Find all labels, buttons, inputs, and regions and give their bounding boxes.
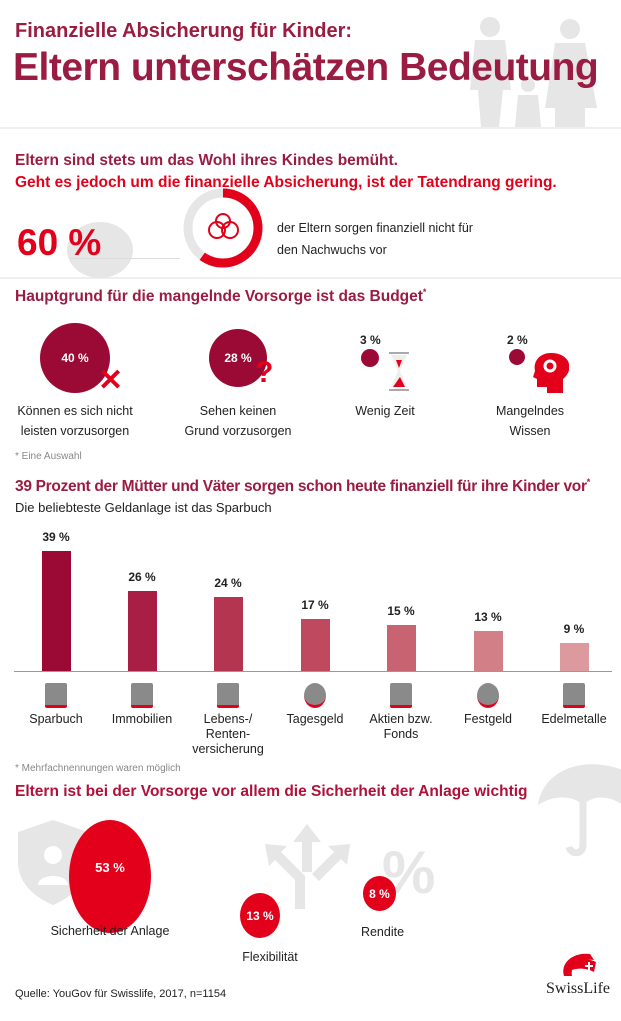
reason-label-2: Sehen keinen Grund vorzusorgen (173, 401, 303, 441)
chart-title-text: 39 Prozent der Mütter und Väter sorgen s… (15, 478, 587, 496)
desc-line-1: der Eltern sorgen finanziell nicht für (277, 221, 473, 235)
category-label: Edelmetalle (529, 712, 619, 727)
intro-description: der Eltern sorgen finanziell nicht für d… (277, 217, 473, 261)
category-label: Lebens-/Renten-versicherung (183, 712, 273, 757)
reasons-footnote: * Eine Auswahl (15, 451, 82, 462)
arrows-split-icon (265, 824, 350, 909)
donut-fill (183, 188, 263, 268)
bar-value-label: 13 % (474, 610, 502, 624)
bar-chart: 39 % Sparbuch 26 % Immobilien 24 % Lebens-/Re… (11, 530, 619, 757)
category-icon (131, 683, 153, 708)
category-icon (563, 683, 585, 708)
reason-circle-1: 40 % (40, 323, 110, 393)
priority-label-3: Rendite (360, 925, 405, 939)
swisslife-logo-icon (563, 953, 596, 976)
chart-title: 39 Prozent der Mütter und Väter sorgen s… (15, 477, 590, 496)
category-label-line: Sparbuch (29, 712, 83, 726)
chart-baseline (14, 671, 612, 672)
bar-value-label: 15 % (387, 603, 415, 618)
coins-icon (208, 213, 239, 239)
category-icon (390, 683, 412, 708)
reason-label-3: Wenig Zeit (325, 401, 445, 421)
category-icon (477, 683, 499, 708)
category-label-line: Edelmetalle (541, 712, 607, 726)
category-label: Festgeld (443, 712, 533, 727)
l1: Sehen keinen (199, 404, 277, 418)
reasons-title: Hauptgrund für die mangelnde Vorsorge is… (15, 287, 426, 306)
bar-4 (387, 624, 416, 671)
bar-value-label: 39 % (42, 530, 70, 544)
big-percentage: 60 % (17, 222, 102, 263)
intro-panel (0, 127, 621, 279)
page-title: Eltern unterschätzen Bedeutung (13, 46, 599, 89)
category-label-line: Festgeld (464, 712, 512, 726)
category-label-line: Aktien bzw. (369, 712, 433, 726)
hourglass-icon (389, 352, 409, 391)
bar-value-label: 17 % (301, 597, 329, 612)
bar-1 (128, 591, 157, 671)
asterisk: * (586, 477, 591, 487)
priority-label-2: Flexibilität (242, 950, 298, 964)
bar-6 (560, 643, 589, 671)
family-silhouette-icon (470, 17, 597, 127)
bar-3 (301, 618, 330, 671)
kicker: Finanzielle Absicherung für Kinder: (15, 20, 353, 42)
divider (70, 258, 180, 259)
category-label: Aktien bzw. Fonds (356, 712, 446, 742)
category-label-line: Fonds (383, 727, 419, 741)
l2: Wissen (509, 424, 551, 438)
priorities-title: Eltern ist bei der Vorsorge vor allem di… (15, 783, 528, 800)
reason-circle-2: 28 % (209, 329, 267, 387)
chart-footnote: * Mehrfachnennungen waren möglich (15, 763, 181, 774)
category-label-line: versicherung (192, 742, 264, 756)
priority-label-1: Sicherheit der Anlage (50, 924, 170, 938)
category-label-line: Lebens-/ (203, 712, 253, 726)
reason-value-3: 3 % (360, 333, 381, 347)
category-label: Immobilien (97, 712, 187, 727)
category-icon (217, 683, 239, 708)
priority-circle-2: 13 % (240, 893, 280, 938)
bar-value-label: 24 % (214, 576, 242, 591)
priority-circle-3: 8 % (363, 876, 396, 911)
reasons-title-text: Hauptgrund für die mangelnde Vorsorge is… (15, 288, 423, 306)
l1: Wenig Zeit (355, 404, 415, 418)
reason-label-1: Können es sich nicht leisten vorzusorgen (10, 401, 140, 441)
category-label-line: Immobilien (111, 712, 173, 726)
bar-value-label: 26 % (128, 570, 156, 584)
bar-0 (42, 551, 71, 671)
category-label: Tagesgeld (270, 712, 360, 727)
l2: leisten vorzusorgen (20, 424, 130, 438)
swisslife-logo: SwissLife (546, 980, 610, 997)
desc-line-2: den Nachwuchs vor (277, 243, 387, 257)
reason-label-4: Mangelndes Wissen (480, 401, 580, 441)
donut-chart (183, 188, 263, 268)
piggy-bank-icon (67, 222, 133, 278)
reason-value-4: 2 % (507, 333, 528, 347)
intro-line-2: Geht es jedoch um die finanzielle Absich… (15, 174, 557, 191)
priority-circle-1: 53 % (69, 820, 151, 933)
asterisk: * (422, 287, 427, 297)
category-label: Sparbuch (11, 712, 101, 727)
head-gear-icon (533, 353, 569, 393)
intro-line-1: Eltern sind stets um das Wohl ihres Kind… (15, 152, 398, 169)
umbrella-icon (538, 764, 621, 857)
category-icon (304, 683, 326, 708)
reason-circle-3 (361, 349, 379, 367)
l1: Mangelndes (495, 404, 565, 418)
category-label-line: Renten- (205, 727, 251, 741)
reason-circle-4 (509, 349, 525, 365)
l2: Grund vorzusorgen (184, 424, 292, 438)
question-mark-icon: ? (255, 356, 274, 389)
bar-2 (214, 597, 243, 671)
bar-value-label: 9 % (563, 622, 585, 637)
source: Quelle: YouGov für Swisslife, 2017, n=11… (15, 988, 227, 1000)
cross-icon: ✕ (98, 364, 124, 397)
l1: Können es sich nicht (17, 404, 133, 418)
chart-subtitle: Die beliebteste Geldanlage ist das Sparb… (15, 500, 272, 515)
bar-5 (474, 631, 503, 671)
category-icon (45, 683, 67, 708)
category-label-line: Tagesgeld (286, 712, 344, 726)
